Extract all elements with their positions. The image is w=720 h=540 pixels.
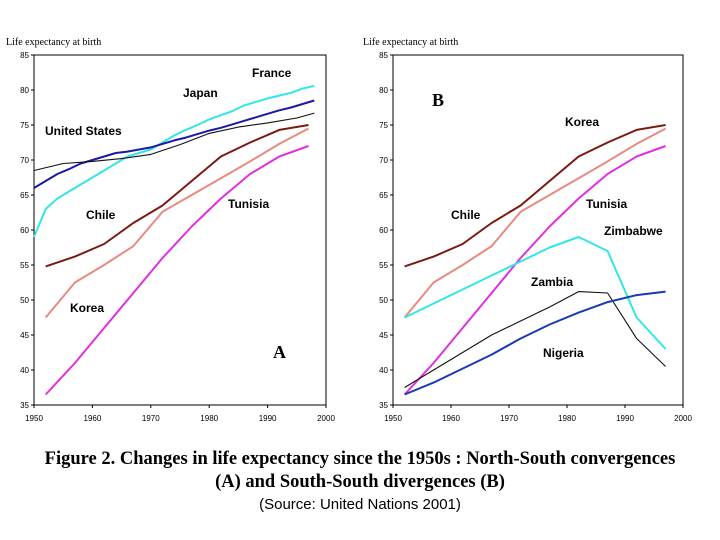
panel-b-y-tick-label: 85 (379, 51, 388, 60)
panel-a-series-tunisia-line (44, 145, 309, 396)
panel-a-x-tick-label: 1950 (25, 414, 43, 423)
panel-b-y-tick-label: 50 (379, 296, 388, 305)
panel-b-x-tick-label: 1950 (384, 414, 402, 423)
panel-a-series-france-label: France (252, 66, 292, 80)
panel-b-x-tick-label: 1960 (442, 414, 460, 423)
panel-a-x-tick-label: 2000 (317, 414, 335, 423)
panel-a-y-tick-label: 45 (20, 331, 29, 340)
panel-b-y-tick-label: 80 (379, 86, 388, 95)
panel-a-y-tick-label: 65 (20, 191, 29, 200)
panel-a-y-tick-label: 80 (20, 86, 29, 95)
panel-a-y-tick-label: 40 (20, 366, 29, 375)
panel-b-y-tick-label: 40 (379, 366, 388, 375)
panel-a-series-chile-label: Chile (86, 208, 116, 222)
panel-b-series-korea-line (404, 124, 666, 268)
panel-b-series-korea-label: Korea (565, 115, 599, 129)
panel-a-series-united-states-label: United States (45, 124, 122, 138)
panel-a-series-united-states-line (33, 112, 315, 172)
panel-a-y-axis-title: Life expectancy at birth (6, 37, 101, 48)
panel-b-series-tunisia-line (403, 145, 666, 396)
panel-b-y-axis-title: Life expectancy at birth (363, 37, 458, 48)
panel-a-series-japan-line (33, 84, 315, 238)
panel-a-series-japan-label: Japan (183, 86, 218, 100)
panel-b-y-tick-label: 70 (379, 156, 388, 165)
panel-a-x-tick-label: 1970 (142, 414, 160, 423)
panel-a-y-tick-label: 70 (20, 156, 29, 165)
panel-a-y-tick-label: 60 (20, 226, 29, 235)
panel-a-x-tick-label: 1990 (259, 414, 277, 423)
panel-b-y-tick-label: 60 (379, 226, 388, 235)
figure-source: (Source: United Nations 2001) (259, 496, 461, 513)
panel-b-series-tunisia-label: Tunisia (586, 197, 627, 211)
panel-a: Life expectancy at birth 35 40 45 50 55 60 65 7… (6, 37, 335, 423)
panel-a-x-tick-label: 1960 (84, 414, 102, 423)
panel-a-y-tick-label: 85 (20, 51, 29, 60)
figure-caption-line1: Figure 2. Changes in life expectancy sin… (44, 449, 676, 469)
panel-b-x-tick-label: 1980 (558, 414, 576, 423)
panel-b-y-tick-label: 75 (379, 121, 388, 130)
panel-a-y-tick-label: 50 (20, 296, 29, 305)
panel-a-series-korea-line (44, 127, 309, 319)
panel-b-y-tick-label: 35 (379, 401, 388, 410)
panel-b-series-zimbabwe-label: Zimbabwe (604, 224, 663, 238)
panel-b-y-tick-label: 65 (379, 191, 388, 200)
panel-a-series-chile-line (45, 124, 309, 268)
panel-a-x-tick-label: 1980 (200, 414, 218, 423)
panel-b-y-tick-label: 55 (379, 261, 388, 270)
panel-b: Life expectancy at birth 35 40 45 50 55 60 65 7… (363, 37, 692, 423)
panel-b-series-zimbabwe-line (404, 236, 667, 350)
panel-b-series-zambia-label: Zambia (531, 275, 573, 289)
panel-b-x-tick-label: 1970 (500, 414, 518, 423)
panel-a-series-korea-label: Korea (70, 301, 104, 315)
panel-b-series-chile-line (403, 127, 667, 319)
panel-a-y-tick-label: 55 (20, 261, 29, 270)
panel-a-y-tick-label: 75 (20, 121, 29, 130)
panel-a-y-tick-label: 35 (20, 401, 29, 410)
figure-caption-line2: (A) and South-South divergences (B) (215, 472, 505, 492)
panel-b-series-chile-label: Chile (451, 208, 481, 222)
panel-b-series-nigeria-line (404, 290, 666, 396)
panel-b-series-nigeria-label: Nigeria (543, 346, 584, 360)
panel-b-series-zambia-line (404, 291, 666, 388)
panel-b-x-tick-label: 1990 (616, 414, 634, 423)
panel-b-letter: B (432, 90, 444, 110)
panel-a-series-france-line (33, 99, 315, 189)
panel-a-letter: A (273, 342, 286, 362)
panel-a-series-tunisia-label: Tunisia (228, 197, 269, 211)
panel-b-y-tick-label: 45 (379, 331, 388, 340)
panel-b-x-tick-label: 2000 (674, 414, 692, 423)
